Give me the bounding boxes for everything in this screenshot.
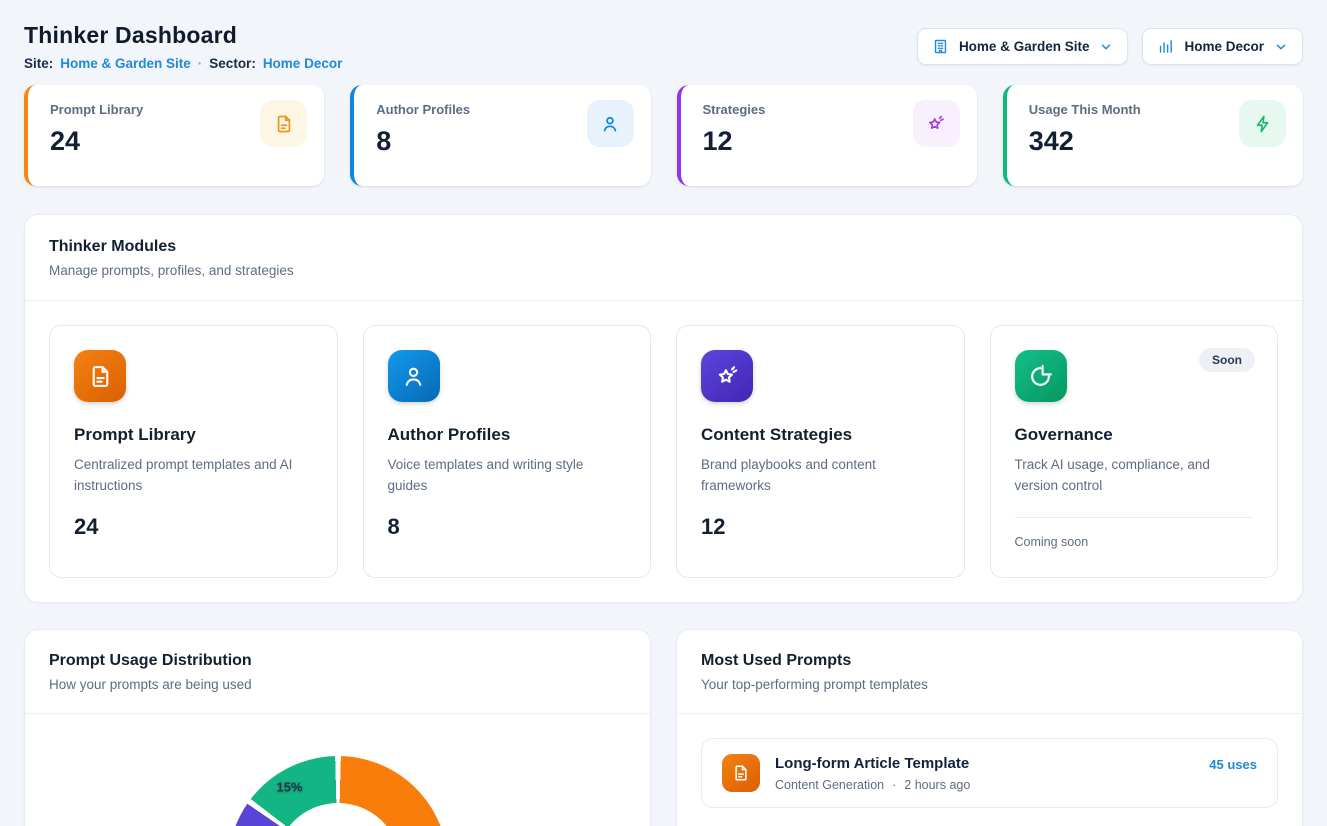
page-title: Thinker Dashboard (24, 22, 342, 49)
stat-card-usage: Usage This Month 342 (1003, 85, 1303, 186)
usage-chart-subtitle: How your prompts are being used (49, 677, 626, 692)
lightning-icon (1239, 100, 1286, 147)
building-icon (932, 38, 949, 55)
prompt-item-title: Long-form Article Template (775, 755, 970, 772)
site-selector-label: Home & Garden Site (959, 39, 1090, 54)
bar-chart-icon (1157, 38, 1174, 55)
header-left: Thinker Dashboard Site: Home & Garden Si… (24, 22, 342, 71)
module-title: Prompt Library (74, 425, 313, 445)
site-selector-button[interactable]: Home & Garden Site (917, 28, 1129, 65)
breadcrumb: Site: Home & Garden Site · Sector: Home … (24, 56, 342, 71)
sparkles-icon (701, 350, 753, 402)
soon-badge: Soon (1199, 348, 1255, 372)
most-used-prompts-card: Most Used Prompts Your top-performing pr… (676, 629, 1303, 826)
stats-row: Prompt Library 24 Author Profiles 8 Stra… (24, 85, 1303, 186)
module-count: 12 (701, 514, 940, 540)
most-used-title: Most Used Prompts (701, 652, 1278, 670)
module-title: Author Profiles (388, 425, 627, 445)
site-link[interactable]: Home & Garden Site (60, 56, 191, 71)
most-used-subtitle: Your top-performing prompt templates (701, 677, 1278, 692)
usage-chart-title: Prompt Usage Distribution (49, 652, 626, 670)
sector-selector-button[interactable]: Home Decor (1142, 28, 1303, 65)
page-header: Thinker Dashboard Site: Home & Garden Si… (24, 22, 1303, 71)
prompt-list-item[interactable]: Long-form Article Template Content Gener… (701, 738, 1278, 808)
meta-separator: · (892, 778, 896, 792)
stat-card-strategies: Strategies 12 (677, 85, 977, 186)
sector-label: Sector: (209, 56, 256, 71)
prompt-list: Long-form Article Template Content Gener… (677, 714, 1302, 826)
module-card-governance[interactable]: Soon Governance Track AI usage, complian… (990, 325, 1279, 578)
sparkles-icon (913, 100, 960, 147)
header-selectors: Home & Garden Site Home Decor (917, 28, 1303, 65)
modules-subtitle: Manage prompts, profiles, and strategies (49, 263, 1278, 278)
module-description: Centralized prompt templates and AI inst… (74, 455, 304, 497)
module-card-content-strategies[interactable]: Content Strategies Brand playbooks and c… (676, 325, 965, 578)
sector-selector-label: Home Decor (1184, 39, 1264, 54)
user-icon (388, 350, 440, 402)
prompt-item-category: Content Generation (775, 778, 884, 792)
document-icon (74, 350, 126, 402)
coming-soon-text: Coming soon (1015, 535, 1254, 549)
usage-chart-header: Prompt Usage Distribution How your promp… (25, 630, 650, 713)
module-description: Voice templates and writing style guides (388, 455, 618, 497)
stat-card-prompt-library: Prompt Library 24 (24, 85, 324, 186)
module-card-author-profiles[interactable]: Author Profiles Voice templates and writ… (363, 325, 652, 578)
prompt-item-meta: Content Generation · 2 hours ago (775, 778, 970, 792)
prompt-item-text: Long-form Article Template Content Gener… (775, 755, 970, 792)
modules-grid: Prompt Library Centralized prompt templa… (25, 301, 1302, 602)
document-icon (722, 754, 760, 792)
module-title: Governance (1015, 425, 1254, 445)
donut-segment-label: 15% (276, 780, 302, 795)
usage-donut: 15% (228, 756, 448, 826)
most-used-header: Most Used Prompts Your top-performing pr… (677, 630, 1302, 713)
chevron-down-icon (1099, 40, 1113, 54)
prompt-item-uses-badge: 45 uses (1209, 754, 1257, 772)
document-icon (260, 100, 307, 147)
site-label: Site: (24, 56, 53, 71)
stat-card-author-profiles: Author Profiles 8 (350, 85, 650, 186)
prompt-usage-card: Prompt Usage Distribution How your promp… (24, 629, 651, 826)
divider (1015, 517, 1254, 518)
module-description: Brand playbooks and content frameworks (701, 455, 931, 497)
bottom-row: Prompt Usage Distribution How your promp… (24, 629, 1303, 826)
module-description: Track AI usage, compliance, and version … (1015, 455, 1245, 497)
pie-chart-icon (1015, 350, 1067, 402)
modules-panel-header: Thinker Modules Manage prompts, profiles… (25, 215, 1302, 300)
user-icon (587, 100, 634, 147)
breadcrumb-separator: · (198, 56, 203, 71)
sector-link[interactable]: Home Decor (263, 56, 343, 71)
chevron-down-icon (1274, 40, 1288, 54)
module-title: Content Strategies (701, 425, 940, 445)
module-card-prompt-library[interactable]: Prompt Library Centralized prompt templa… (49, 325, 338, 578)
thinker-modules-panel: Thinker Modules Manage prompts, profiles… (24, 214, 1303, 603)
usage-chart-body: 15% (25, 714, 650, 826)
module-count: 8 (388, 514, 627, 540)
dashboard-page: Thinker Dashboard Site: Home & Garden Si… (0, 0, 1327, 826)
module-count: 24 (74, 514, 313, 540)
modules-title: Thinker Modules (49, 238, 1278, 256)
prompt-item-time: 2 hours ago (904, 778, 970, 792)
